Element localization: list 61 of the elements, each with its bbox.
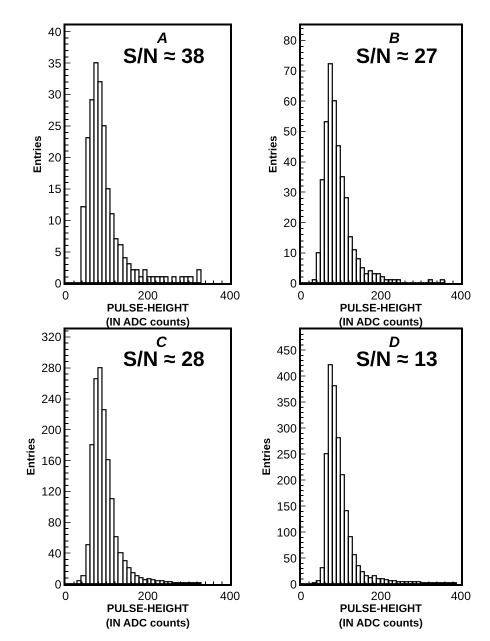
y-tick-label: 320 (41, 330, 62, 344)
y-tick-label: 0 (54, 276, 62, 290)
y-tick-label: 250 (276, 447, 298, 462)
y-tick-label: 0 (290, 276, 298, 290)
y-tick-label: 280 (41, 361, 62, 376)
y-tick-label: 40 (283, 155, 298, 170)
x-axis-title: PULSE-HEIGHT (IN ADC counts) (106, 302, 190, 329)
y-tick-label: 160 (41, 454, 62, 468)
y-axis-title: Entries (268, 136, 280, 173)
x-tick-label: 400 (450, 589, 472, 604)
y-tick-label: 30 (48, 88, 62, 102)
annotation: S/N ≈ 38 (123, 45, 205, 68)
y-tick-label: 120 (41, 484, 62, 499)
chart-title: C (156, 334, 168, 351)
x-axis-title: PULSE-HEIGHT (IN ADC counts) (106, 603, 190, 630)
y-tick-label: 200 (276, 473, 298, 488)
y-tick-label: 10 (283, 246, 298, 260)
y-tick-label: 15 (48, 182, 62, 196)
y-tick-label: 240 (41, 392, 62, 406)
y-tick-label: 0 (290, 577, 298, 592)
x-tick-label: 200 (138, 589, 158, 604)
y-tick-label: 20 (283, 216, 298, 230)
y-tick-label: 25 (48, 119, 62, 134)
y-tick-label: 40 (48, 24, 62, 39)
y-tick-label: 50 (283, 551, 298, 566)
annotation: S/N ≈ 13 (356, 348, 438, 371)
annotation: S/N ≈ 27 (356, 45, 438, 68)
y-tick-label: 200 (41, 422, 62, 437)
y-tick-label: 80 (48, 516, 62, 530)
x-tick-label: 400 (220, 288, 240, 302)
y-tick-label: 30 (283, 185, 298, 200)
y-tick-label: 450 (276, 343, 298, 358)
y-tick-label: 80 (283, 34, 298, 48)
y-tick-label: 100 (276, 525, 298, 540)
x-tick-label: 400 (450, 288, 472, 302)
y-tick-label: 35 (48, 56, 62, 70)
y-tick-label: 50 (283, 124, 298, 139)
y-tick-label: 350 (276, 395, 298, 410)
y-tick-label: 70 (283, 64, 298, 78)
y-axis-title: Entries (26, 438, 38, 476)
y-tick-label: 300 (276, 421, 298, 436)
y-tick-label: 60 (283, 94, 298, 108)
y-tick-label: 40 (48, 546, 62, 560)
y-tick-label: 20 (48, 150, 62, 165)
y-tick-label: 400 (276, 369, 298, 384)
y-tick-label: 10 (48, 214, 62, 228)
y-axis-title: Entries (260, 438, 273, 476)
x-tick-label: 200 (370, 288, 392, 302)
x-axis-title: PULSE-HEIGHT (IN ADC counts) (338, 603, 424, 630)
x-tick-label: 200 (138, 288, 158, 302)
y-tick-label: 150 (276, 499, 298, 514)
x-tick-label: 200 (370, 589, 392, 604)
y-tick-label: 5 (54, 244, 62, 259)
y-tick-label: 0 (54, 577, 62, 592)
chart-title: B (389, 30, 400, 47)
annotation: S/N ≈ 28 (123, 348, 205, 371)
x-tick-label: 400 (220, 589, 240, 604)
chart-title: D (389, 334, 400, 351)
chart-title: A (156, 30, 168, 47)
y-axis-title: Entries (32, 136, 44, 173)
x-axis-title: PULSE-HEIGHT (IN ADC counts) (338, 302, 424, 329)
